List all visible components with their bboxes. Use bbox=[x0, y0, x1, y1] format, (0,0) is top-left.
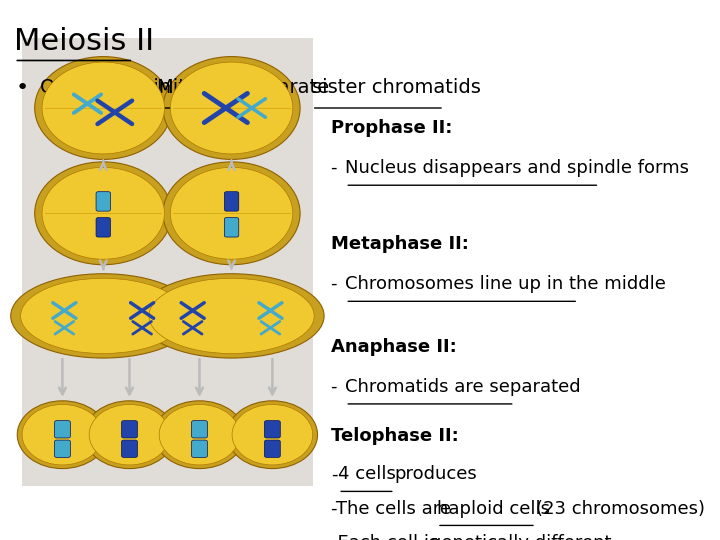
Text: haploid cells: haploid cells bbox=[437, 500, 556, 517]
Ellipse shape bbox=[232, 404, 312, 465]
Text: Telophase II:: Telophase II: bbox=[331, 427, 459, 444]
Text: Occurs like in: Occurs like in bbox=[40, 78, 177, 97]
Text: -Each cell is: -Each cell is bbox=[331, 534, 444, 540]
Text: Mitosis: Mitosis bbox=[156, 78, 224, 97]
Text: sister chromatids: sister chromatids bbox=[312, 78, 481, 97]
Text: Chromatids are separated: Chromatids are separated bbox=[346, 378, 581, 396]
Ellipse shape bbox=[42, 62, 164, 154]
Text: Nucleus disappears and spindle forms: Nucleus disappears and spindle forms bbox=[346, 159, 689, 177]
Ellipse shape bbox=[35, 162, 172, 265]
Ellipse shape bbox=[149, 278, 314, 354]
FancyBboxPatch shape bbox=[192, 440, 207, 457]
Ellipse shape bbox=[163, 57, 300, 159]
Text: -: - bbox=[331, 275, 343, 293]
Ellipse shape bbox=[17, 401, 107, 469]
Ellipse shape bbox=[42, 167, 164, 259]
Text: 4 cells: 4 cells bbox=[338, 465, 402, 483]
Text: •: • bbox=[16, 78, 29, 98]
Ellipse shape bbox=[228, 401, 318, 469]
Ellipse shape bbox=[171, 62, 293, 154]
FancyBboxPatch shape bbox=[122, 440, 138, 457]
FancyBboxPatch shape bbox=[192, 421, 207, 438]
Text: -: - bbox=[331, 378, 343, 396]
Text: -: - bbox=[331, 465, 338, 483]
FancyBboxPatch shape bbox=[225, 192, 239, 211]
Text: -The cells are: -The cells are bbox=[331, 500, 457, 517]
FancyBboxPatch shape bbox=[122, 421, 138, 438]
Ellipse shape bbox=[22, 404, 103, 465]
FancyBboxPatch shape bbox=[55, 421, 71, 438]
Text: Prophase II:: Prophase II: bbox=[331, 119, 453, 137]
Text: Metaphase II:: Metaphase II: bbox=[331, 235, 469, 253]
FancyBboxPatch shape bbox=[96, 192, 110, 211]
Text: to separate: to separate bbox=[211, 78, 335, 97]
Text: Anaphase II:: Anaphase II: bbox=[331, 338, 457, 355]
Ellipse shape bbox=[154, 401, 245, 469]
FancyBboxPatch shape bbox=[96, 218, 110, 237]
Ellipse shape bbox=[163, 162, 300, 265]
Text: (23 chromosomes): (23 chromosomes) bbox=[536, 500, 705, 517]
Text: -: - bbox=[331, 159, 343, 177]
Ellipse shape bbox=[21, 278, 186, 354]
FancyBboxPatch shape bbox=[225, 218, 239, 237]
Text: produces: produces bbox=[395, 465, 477, 483]
Ellipse shape bbox=[171, 167, 293, 259]
FancyBboxPatch shape bbox=[264, 421, 280, 438]
Text: Meiosis II: Meiosis II bbox=[14, 27, 155, 56]
Ellipse shape bbox=[89, 404, 170, 465]
Ellipse shape bbox=[159, 404, 240, 465]
Ellipse shape bbox=[11, 274, 196, 358]
FancyBboxPatch shape bbox=[22, 38, 313, 486]
Text: genetically different: genetically different bbox=[430, 534, 611, 540]
FancyBboxPatch shape bbox=[55, 440, 71, 457]
FancyBboxPatch shape bbox=[264, 440, 280, 457]
Ellipse shape bbox=[139, 274, 324, 358]
Ellipse shape bbox=[35, 57, 172, 159]
Text: Chromosomes line up in the middle: Chromosomes line up in the middle bbox=[346, 275, 666, 293]
Ellipse shape bbox=[84, 401, 175, 469]
